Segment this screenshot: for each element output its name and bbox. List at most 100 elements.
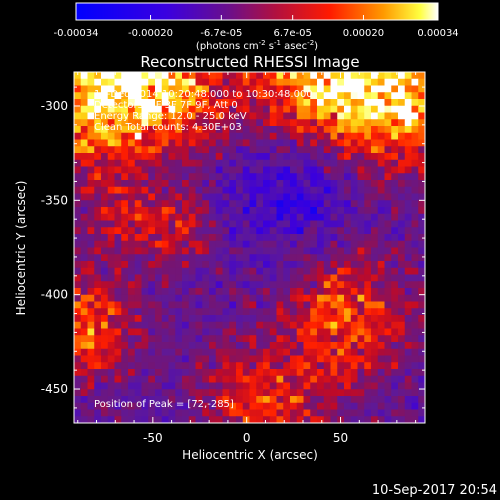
heatmap-cell — [229, 261, 237, 269]
heatmap-cell — [391, 112, 399, 120]
heatmap-cell — [195, 220, 203, 228]
heatmap-cell — [371, 274, 379, 282]
heatmap-cell — [229, 254, 237, 262]
heatmap-cell — [94, 99, 102, 107]
annotation-time-range: 17-Dec-2014 10:20:48.000 to 10:30:48.000 — [94, 89, 313, 100]
heatmap-cell — [195, 369, 203, 377]
heatmap-cell — [188, 207, 196, 215]
heatmap-cell — [398, 396, 406, 404]
heatmap-cell — [269, 389, 277, 397]
heatmap-cell — [87, 362, 95, 370]
heatmap-cell — [323, 92, 331, 100]
heatmap-cell — [87, 348, 95, 356]
heatmap-cell — [364, 153, 372, 161]
heatmap-cell — [303, 146, 311, 154]
heatmap-cell — [74, 234, 82, 242]
heatmap-cell — [121, 72, 129, 80]
heatmap-cell — [310, 342, 318, 350]
heatmap-cell — [357, 342, 365, 350]
heatmap-cell — [121, 294, 129, 302]
heatmap-cell — [121, 132, 129, 140]
heatmap-cell — [357, 78, 365, 86]
heatmap-cell — [161, 396, 169, 404]
heatmap-cell — [404, 193, 412, 201]
heatmap-cell — [202, 146, 210, 154]
heatmap-cell — [296, 328, 304, 336]
heatmap-cell — [398, 315, 406, 323]
heatmap-cell — [134, 254, 142, 262]
heatmap-cell — [330, 72, 338, 80]
heatmap-cell — [303, 227, 311, 235]
heatmap-cell — [114, 335, 122, 343]
heatmap-cell — [182, 288, 190, 296]
heatmap-cell — [242, 328, 250, 336]
heatmap-cell — [404, 288, 412, 296]
heatmap-cell — [161, 254, 169, 262]
heatmap-cell — [263, 402, 271, 410]
heatmap-cell — [74, 267, 82, 275]
heatmap-cell — [161, 220, 169, 228]
heatmap-cell — [364, 328, 372, 336]
heatmap-cell — [128, 213, 136, 221]
heatmap-cell — [283, 207, 291, 215]
heatmap-cell — [384, 159, 392, 167]
heatmap-cell — [411, 180, 419, 188]
heatmap-cell — [283, 308, 291, 316]
heatmap-cell — [101, 335, 109, 343]
heatmap-cell — [128, 281, 136, 289]
heatmap-cell — [357, 193, 365, 201]
heatmap-cell — [371, 78, 379, 86]
heatmap-cell — [87, 240, 95, 248]
heatmap-cell — [256, 396, 264, 404]
heatmap-cell — [276, 213, 284, 221]
heatmap-cell — [371, 402, 379, 410]
heatmap-cell — [357, 294, 365, 302]
heatmap-cell — [168, 389, 176, 397]
heatmap-cell — [263, 315, 271, 323]
heatmap-cell — [87, 166, 95, 174]
heatmap-cell — [290, 186, 298, 194]
heatmap-cell — [87, 396, 95, 404]
heatmap-cell — [249, 301, 257, 309]
heatmap-cell — [371, 234, 379, 242]
heatmap-cell — [202, 267, 210, 275]
heatmap-cell — [344, 321, 352, 329]
heatmap-cell — [195, 402, 203, 410]
heatmap-cell — [114, 126, 122, 134]
heatmap-cell — [249, 416, 257, 423]
heatmap-cell — [161, 247, 169, 255]
heatmap-cell — [236, 72, 244, 80]
heatmap-cell — [242, 207, 250, 215]
heatmap-cell — [350, 213, 358, 221]
heatmap-cell — [101, 159, 109, 167]
heatmap-cell — [155, 146, 163, 154]
heatmap-cell — [404, 348, 412, 356]
heatmap-cell — [215, 409, 223, 417]
heatmap-cell — [175, 294, 183, 302]
heatmap-cell — [263, 173, 271, 181]
heatmap-cell — [128, 301, 136, 309]
heatmap-cell — [283, 153, 291, 161]
heatmap-cell — [114, 153, 122, 161]
heatmap-cell — [377, 274, 385, 282]
heatmap-cell — [94, 254, 102, 262]
heatmap-cell — [330, 146, 338, 154]
heatmap-cell — [283, 315, 291, 323]
heatmap-cell — [161, 389, 169, 397]
heatmap-cell — [188, 342, 196, 350]
heatmap-cell — [303, 180, 311, 188]
heatmap-cell — [202, 132, 210, 140]
heatmap-cell — [263, 301, 271, 309]
heatmap-cell — [404, 396, 412, 404]
heatmap-cell — [94, 220, 102, 228]
heatmap-cell — [155, 92, 163, 100]
heatmap-cell — [155, 267, 163, 275]
heatmap-cell — [357, 126, 365, 134]
heatmap-cell — [337, 348, 345, 356]
heatmap-cell — [283, 105, 291, 113]
heatmap-cell — [283, 186, 291, 194]
heatmap-cell — [87, 281, 95, 289]
heatmap-cell — [141, 227, 149, 235]
heatmap-cell — [242, 308, 250, 316]
heatmap-cell — [330, 105, 338, 113]
